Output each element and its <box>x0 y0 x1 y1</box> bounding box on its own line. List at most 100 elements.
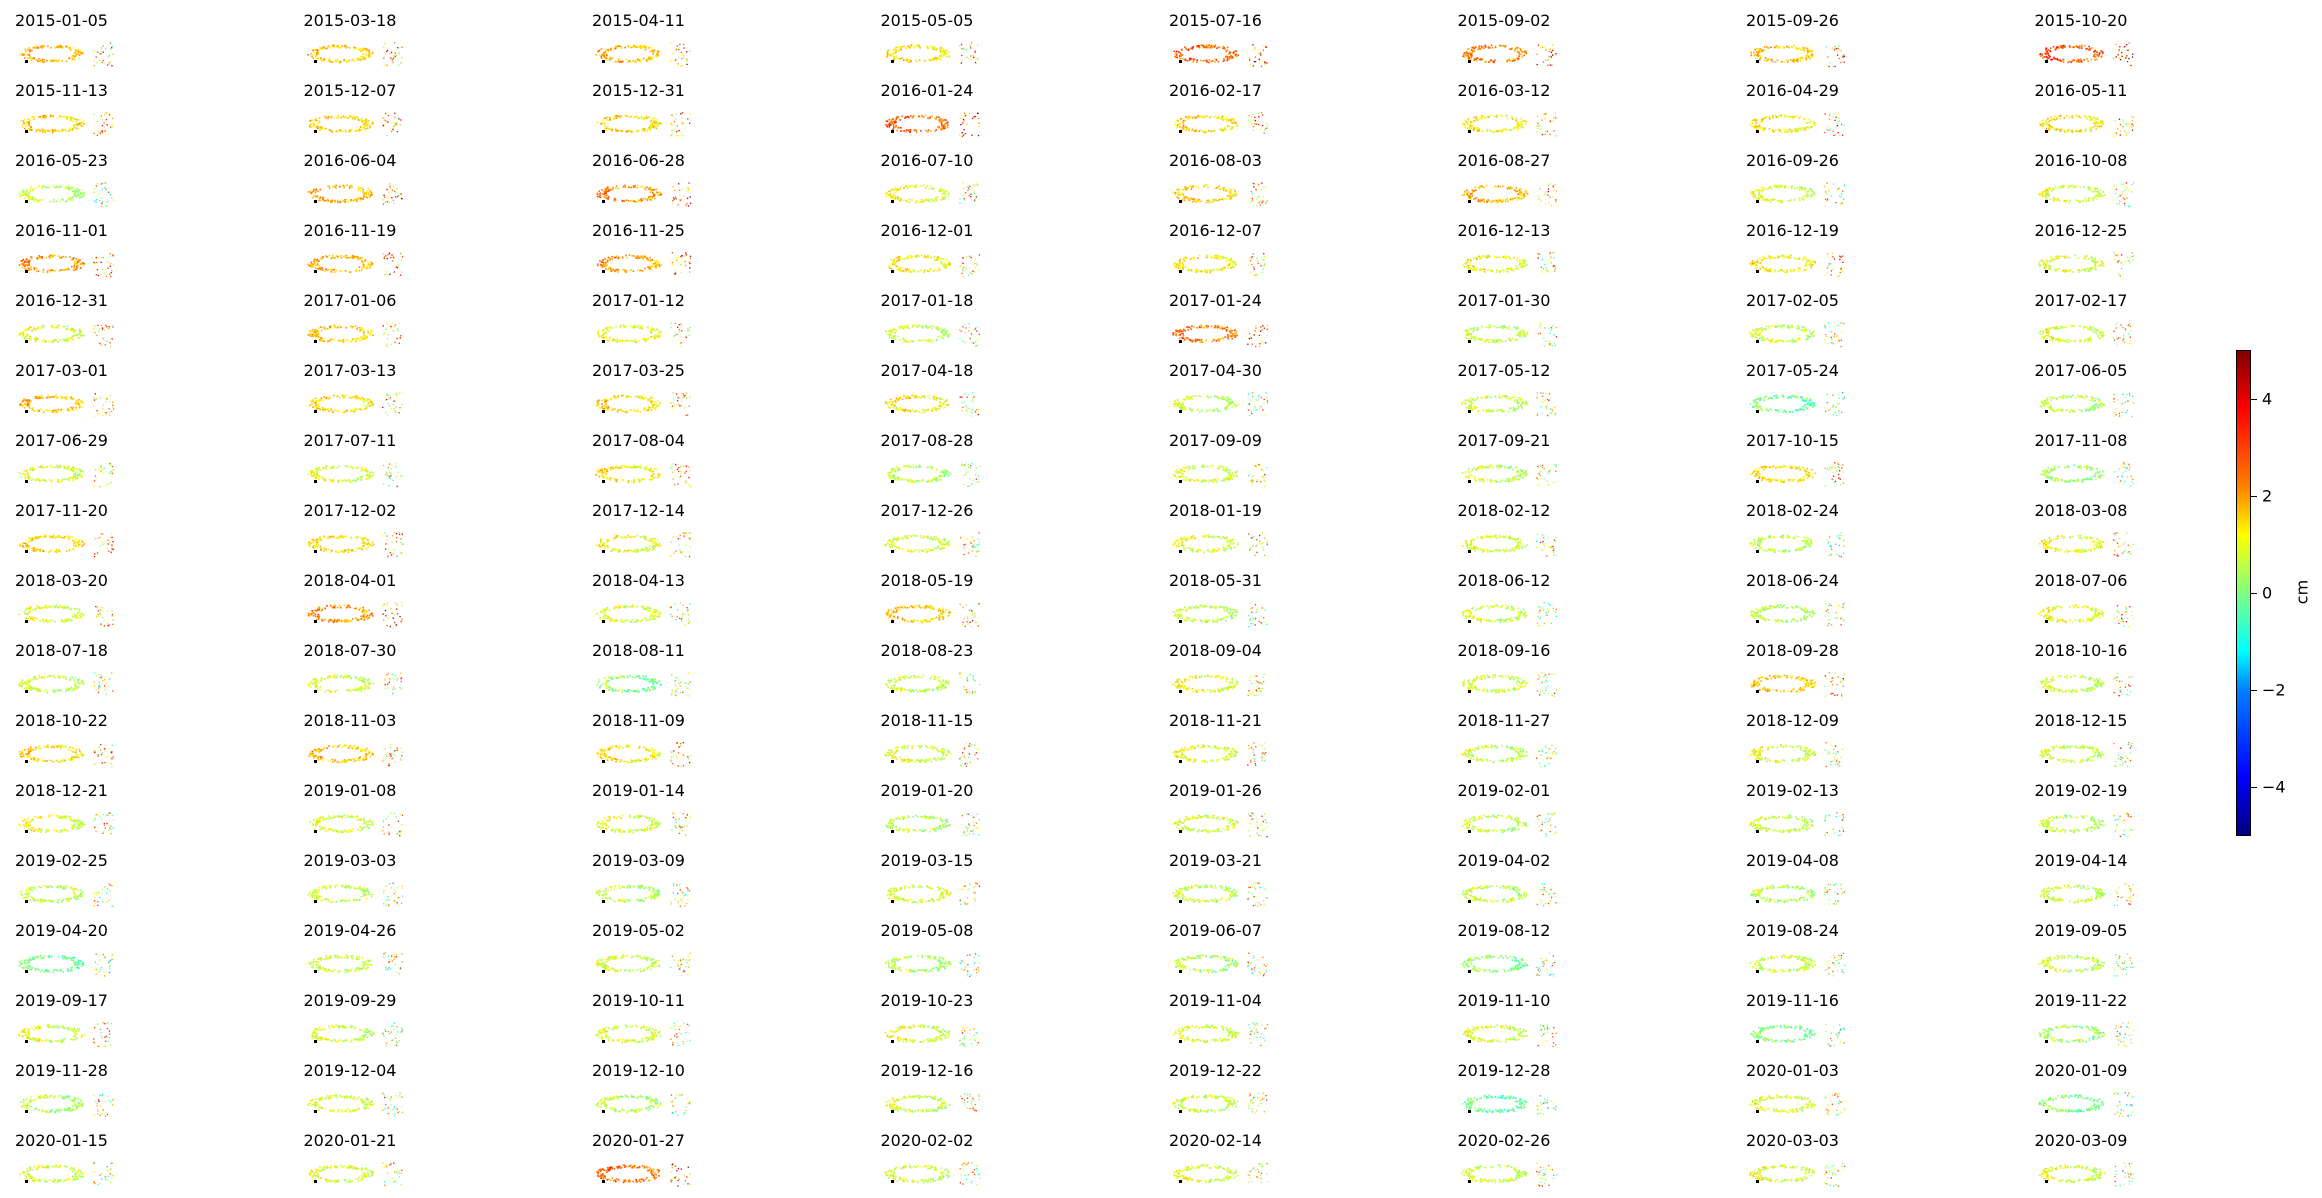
scatter-point <box>1187 188 1189 190</box>
scatter-point <box>1471 47 1473 49</box>
scatter-point <box>1197 257 1199 259</box>
panel-2016-11-19: 2016-11-19 <box>304 222 574 288</box>
scatter-point <box>960 118 961 119</box>
scatter-point <box>1799 187 1801 189</box>
scatter-point <box>365 268 367 270</box>
scatter-point <box>889 193 891 195</box>
scatter-point <box>1492 200 1494 202</box>
scatter-point <box>1261 112 1262 113</box>
scatter-point <box>2083 45 2085 47</box>
scatter-point <box>647 266 649 268</box>
scatter-point <box>371 263 373 265</box>
scatter-point <box>2049 198 2051 200</box>
scatter-point <box>676 258 677 259</box>
scatter-point <box>964 192 965 193</box>
scatter-point <box>608 190 610 192</box>
scatter-point <box>1467 127 1469 129</box>
scatter-point <box>906 46 908 48</box>
scatter-point <box>1249 58 1250 59</box>
scatter-point <box>1180 53 1182 55</box>
scatter-point <box>22 191 24 193</box>
scatter-point <box>622 130 624 132</box>
scatter-point <box>72 129 74 131</box>
scatter-point <box>892 118 894 120</box>
scatter-point <box>98 275 99 276</box>
scatter-point <box>82 192 84 194</box>
scatter-point <box>2072 59 2074 61</box>
scatter-point <box>318 121 320 123</box>
scatter-point <box>905 131 907 133</box>
scatter-point <box>638 118 640 120</box>
reference-point-marker <box>314 60 317 63</box>
scatter-point <box>110 266 111 267</box>
scatter-point <box>1251 191 1252 192</box>
scatter-point <box>1756 126 1758 128</box>
scatter-point <box>1183 126 1185 128</box>
scatter-point <box>340 199 342 201</box>
scatter-point <box>650 51 652 53</box>
scatter-point <box>671 130 672 131</box>
scatter-point <box>23 191 25 193</box>
panel-scatter-map <box>1458 38 1558 68</box>
scatter-point <box>1520 50 1522 52</box>
scatter-point <box>1465 51 1467 53</box>
scatter-point <box>652 53 654 55</box>
scatter-point <box>673 199 674 200</box>
scatter-point <box>2053 200 2055 202</box>
scatter-point <box>372 122 374 124</box>
scatter-point <box>340 255 342 257</box>
scatter-point <box>672 264 673 265</box>
scatter-point <box>606 188 608 190</box>
scatter-point <box>83 123 85 125</box>
scatter-point <box>1473 46 1475 48</box>
scatter-point <box>1831 119 1832 120</box>
scatter-point <box>1496 131 1498 133</box>
scatter-point <box>1179 126 1181 128</box>
scatter-point <box>1547 191 1548 192</box>
scatter-point <box>925 130 927 132</box>
scatter-point <box>396 122 397 123</box>
scatter-point <box>966 123 967 124</box>
scatter-point <box>390 257 391 258</box>
scatter-point <box>2095 194 2097 196</box>
scatter-point <box>920 201 922 203</box>
scatter-point <box>1554 184 1555 185</box>
scatter-point <box>961 270 962 271</box>
scatter-point <box>353 47 355 49</box>
scatter-point <box>2091 119 2093 121</box>
scatter-point <box>1211 257 1213 259</box>
scatter-point <box>2065 200 2067 202</box>
scatter-point <box>1547 65 1548 66</box>
scatter-point <box>1178 198 1180 200</box>
scatter-point <box>638 200 640 202</box>
scatter-point <box>1206 200 1208 202</box>
scatter-point <box>58 255 60 257</box>
scatter-point <box>1475 119 1477 121</box>
scatter-point <box>1249 115 1250 116</box>
scatter-point <box>2095 122 2097 124</box>
scatter-point <box>391 122 392 123</box>
scatter-point <box>396 125 397 126</box>
scatter-point <box>65 256 67 258</box>
scatter-point <box>1773 131 1775 133</box>
scatter-point <box>2051 120 2053 122</box>
scatter-point <box>1248 120 1249 121</box>
scatter-point <box>604 123 606 125</box>
scatter-point <box>1801 49 1803 51</box>
scatter-point <box>1257 261 1258 262</box>
scatter-point <box>621 47 623 49</box>
scatter-point <box>918 45 920 47</box>
scatter-point <box>101 203 102 204</box>
scatter-point <box>1207 47 1209 49</box>
scatter-point <box>907 188 909 190</box>
scatter-point <box>344 201 346 203</box>
scatter-point <box>1258 263 1259 264</box>
scatter-point <box>401 198 402 199</box>
scatter-point <box>903 187 905 189</box>
scatter-point <box>2047 53 2049 55</box>
scatter-point <box>31 50 33 52</box>
scatter-point <box>54 255 56 257</box>
scatter-point <box>618 45 620 47</box>
scatter-point <box>313 259 315 261</box>
scatter-point <box>608 189 610 191</box>
